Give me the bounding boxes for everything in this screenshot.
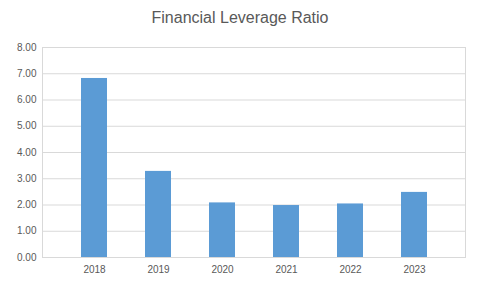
svg-text:7.00: 7.00 xyxy=(17,68,37,79)
svg-text:2023: 2023 xyxy=(403,264,426,275)
svg-text:2018: 2018 xyxy=(83,264,106,275)
svg-text:1.00: 1.00 xyxy=(17,225,37,236)
svg-text:8.00: 8.00 xyxy=(17,42,37,53)
svg-text:2022: 2022 xyxy=(339,264,362,275)
svg-text:5.00: 5.00 xyxy=(17,120,37,131)
svg-text:0.00: 0.00 xyxy=(17,252,37,263)
html-text:Financial Leverage Ratio: Financial Leverage Ratio xyxy=(151,9,329,26)
svg-text:2021: 2021 xyxy=(275,264,298,275)
svg-text:6.00: 6.00 xyxy=(17,94,37,105)
svg-text:2.00: 2.00 xyxy=(17,199,37,210)
svg-text:3.00: 3.00 xyxy=(17,173,37,184)
svg-text:2020: 2020 xyxy=(211,264,234,275)
svg-text:2019: 2019 xyxy=(147,264,170,275)
svg-text:4.00: 4.00 xyxy=(17,147,37,158)
